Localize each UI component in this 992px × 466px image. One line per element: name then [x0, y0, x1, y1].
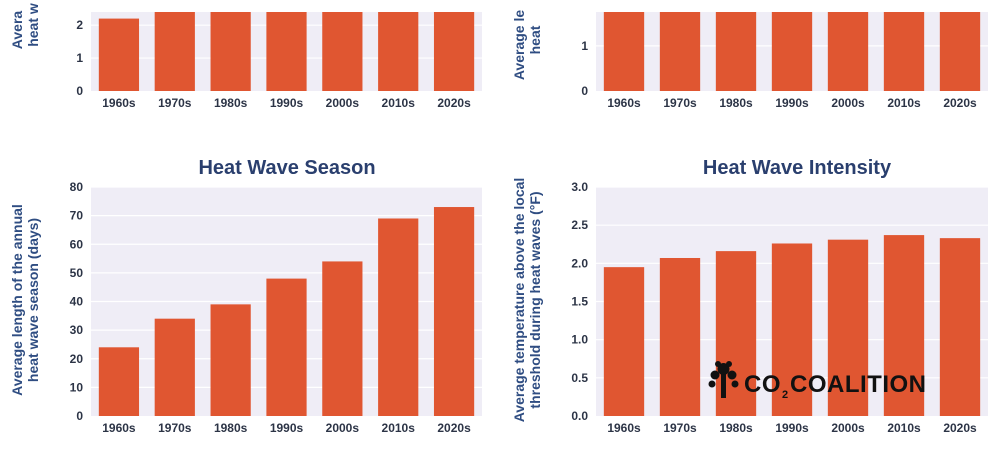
x-tick-label: 1970s — [663, 421, 697, 435]
bar-1980s — [715, 12, 757, 91]
y-tick-label: 2.5 — [571, 218, 588, 232]
bar-1980s — [210, 304, 251, 416]
y-tick-label: 30 — [70, 323, 84, 337]
bar-1970s — [154, 12, 195, 91]
bar-2020s — [433, 207, 475, 416]
y-tick-label: 0 — [581, 84, 588, 98]
bar-1990s — [771, 243, 813, 416]
y-tick-label: 10 — [70, 380, 84, 394]
y-tick-label: 40 — [70, 295, 84, 309]
y-tick-label: 0 — [76, 84, 83, 98]
x-tick-label: 1970s — [158, 96, 192, 110]
x-tick-label: 2020s — [943, 421, 977, 435]
y-axis-label: Averaheat w — [9, 3, 41, 49]
chart-panel-4: 0.0 0.5 1.0 1.5 2.0 2.5 3.0 1960s 1970s 1980s 1990… — [511, 157, 988, 435]
bar-1960s — [603, 267, 645, 416]
bar-1970s — [659, 12, 701, 91]
bar-2000s — [322, 261, 363, 416]
charts-layer: 0 1 2 1960s 1970s 1980s 1990s 2000s 2010s 2020s Av… — [9, 3, 988, 435]
bar-1990s — [266, 12, 307, 91]
y-tick-label: 0 — [76, 409, 83, 423]
logo-text-subscript: 2 — [782, 389, 788, 401]
x-tick-label: 2000s — [831, 421, 865, 435]
x-tick-label: 1960s — [102, 96, 136, 110]
x-tick-label: 2000s — [326, 421, 360, 435]
chart-title: Heat Wave Season — [198, 157, 375, 179]
y-tick-label: 20 — [70, 352, 84, 366]
bar-1990s — [771, 12, 813, 91]
x-tick-label: 1980s — [214, 96, 248, 110]
bar-2020s — [433, 12, 475, 91]
y-tick-label: 80 — [70, 180, 84, 194]
co2-coalition-logo: CO 2 COALITION — [708, 361, 927, 401]
x-tick-label: 2020s — [437, 421, 471, 435]
bar-1960s — [98, 18, 140, 91]
bar-2000s — [322, 12, 363, 91]
bar-2010s — [378, 12, 419, 91]
x-tick-label: 1980s — [719, 421, 753, 435]
x-tick-label: 2010s — [887, 421, 921, 435]
bar-2010s — [883, 12, 925, 91]
bar-2020s — [939, 12, 981, 91]
y-tick-label: 0.0 — [571, 409, 588, 423]
x-tick-label: 2010s — [382, 421, 416, 435]
bar-2010s — [883, 235, 925, 416]
x-tick-label: 1990s — [775, 96, 809, 110]
y-tick-label: 1.5 — [571, 295, 588, 309]
x-tick-label: 1960s — [607, 421, 641, 435]
y-tick-label: 1 — [76, 51, 83, 65]
bar-1960s — [98, 347, 140, 416]
y-tick-label: 0.5 — [571, 371, 588, 385]
y-axis-label: Average length of the annualheat wave se… — [9, 204, 41, 396]
x-tick-label: 1990s — [775, 421, 809, 435]
x-tick-label: 2000s — [326, 96, 360, 110]
y-tick-label: 1 — [581, 39, 588, 53]
bar-2020s — [939, 238, 981, 416]
bar-2010s — [378, 218, 419, 416]
chart-panel-1: 0 1 2 1960s 1970s 1980s 1990s 2000s 2010s 2020s Av… — [9, 3, 482, 110]
y-tick-label: 1.0 — [571, 333, 588, 347]
logo-text-suffix: COALITION — [790, 371, 927, 398]
y-axis-label: Average leheat — [511, 10, 543, 81]
x-tick-label: 1990s — [270, 421, 304, 435]
bar-2000s — [827, 12, 869, 91]
bar-2000s — [827, 239, 869, 416]
bar-1970s — [154, 318, 195, 416]
x-tick-label: 2000s — [831, 96, 865, 110]
y-tick-label: 70 — [70, 209, 84, 223]
y-tick-label: 50 — [70, 266, 84, 280]
y-tick-label: 2.0 — [571, 256, 588, 270]
x-tick-label: 1960s — [607, 96, 641, 110]
y-tick-label: 60 — [70, 237, 84, 251]
x-tick-label: 2010s — [382, 96, 416, 110]
x-tick-label: 1960s — [102, 421, 136, 435]
logo-text-prefix: CO — [744, 371, 781, 398]
chart-panel-3: 0 10 20 30 40 50 60 70 80 1960s 1970s 1980s 1990s 200… — [9, 157, 482, 435]
bar-1960s — [603, 12, 645, 91]
chart-title: Heat Wave Intensity — [703, 157, 892, 179]
y-tick-label: 3.0 — [571, 180, 588, 194]
bar-1980s — [210, 12, 251, 91]
x-tick-label: 1970s — [158, 421, 192, 435]
chart-panel-2: 0 1 1960s 1970s 1980s 1990s 2000s 2010s 2020s Ave… — [511, 10, 988, 110]
bar-1990s — [266, 278, 307, 416]
x-tick-label: 2020s — [437, 96, 471, 110]
x-tick-label: 1980s — [214, 421, 248, 435]
y-axis-label: Average temperature above the localthres… — [511, 178, 543, 423]
y-tick-label: 2 — [76, 18, 83, 32]
tree-icon — [708, 361, 739, 398]
x-tick-label: 1970s — [663, 96, 697, 110]
x-tick-label: 2010s — [887, 96, 921, 110]
x-tick-label: 1990s — [270, 96, 304, 110]
bar-1970s — [659, 257, 701, 416]
x-tick-label: 1980s — [719, 96, 753, 110]
x-tick-label: 2020s — [943, 96, 977, 110]
